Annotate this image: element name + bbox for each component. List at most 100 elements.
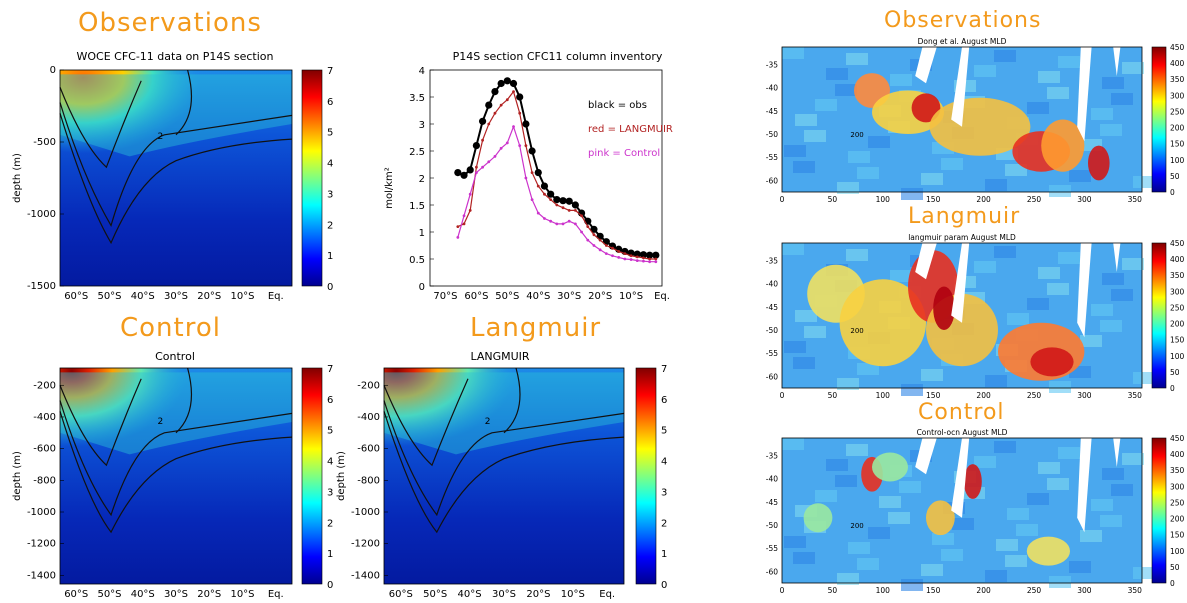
mld-colorbar-tick-label: 250 [1170, 107, 1185, 116]
mld-texture-patch [868, 527, 890, 539]
colorbar-tick-label: 5 [327, 426, 333, 437]
colorbar-tick-label: 2 [661, 518, 667, 529]
mld-texture-patch [1111, 484, 1133, 496]
mld-texture-patch [826, 459, 848, 471]
colorbar-tick-label: 0 [661, 580, 667, 591]
land-mask [1077, 438, 1092, 533]
colorbar [301, 367, 323, 585]
mld-x-tick-label: 250 [1027, 195, 1042, 204]
data-point-langmuir [642, 256, 645, 260]
mld-texture-patch [1102, 77, 1124, 89]
mld-colorbar-tick-label: 0 [1170, 384, 1175, 393]
heading-observations-right: Observations [884, 8, 1042, 33]
mld-colorbar-tick-label: 100 [1170, 156, 1185, 165]
mld-colorbar-tick-label: 450 [1170, 434, 1185, 443]
mld-colorbar-tick-label: 150 [1170, 531, 1185, 540]
mld-texture-patch [837, 378, 859, 390]
mld-texture-patch [846, 249, 868, 261]
mld-y-tick-label: -35 [766, 256, 778, 265]
data-point-obs [571, 201, 579, 209]
y-tick-label: -1200 [27, 539, 56, 550]
mld-texture-patch [985, 570, 1007, 582]
x-tick-label: 60°S [64, 589, 88, 600]
mld-axes-frame [781, 437, 1143, 584]
mld-x-tick-label: 200 [976, 586, 991, 595]
mld-x-tick-label: 100 [876, 586, 891, 595]
y-tick-label: -800 [33, 475, 56, 486]
mld-texture-patch [1069, 170, 1091, 182]
data-point-langmuir [512, 90, 515, 93]
contour-line [383, 411, 625, 534]
data-point-control [567, 219, 571, 223]
mld-texture-patch [899, 481, 921, 493]
y-tick-label: -200 [33, 380, 56, 391]
mld-texture-patch [793, 357, 815, 369]
land-mask [1113, 243, 1121, 272]
data-point-control [487, 160, 491, 164]
contour-line [59, 400, 293, 517]
mld-texture-patch [921, 369, 943, 381]
data-point-obs [491, 88, 499, 96]
data-point-langmuir [561, 206, 565, 210]
mld-x-tick-label: 150 [926, 586, 941, 595]
mld-texture-patch [1058, 447, 1080, 459]
inventory-title: P14S section CFC11 column inventory [452, 50, 663, 63]
mld-x-tick-label: 300 [1077, 195, 1092, 204]
inventory-y-tick-label: 2.5 [409, 147, 425, 158]
mld-colorbar-tick-label: 300 [1170, 482, 1185, 491]
data-point-langmuir [635, 255, 639, 259]
mld-texture-patch [1100, 515, 1122, 527]
data-point-langmuir [648, 257, 652, 261]
contour-line [59, 411, 293, 534]
mld-texture-patch [1111, 93, 1133, 105]
mld-texture-patch [848, 151, 870, 163]
mld-x-tick-label: 350 [1128, 586, 1143, 595]
inventory-y-tick-label: 0 [419, 282, 425, 293]
data-point-control [481, 165, 484, 169]
colorbar-tick-label: 2 [327, 220, 333, 231]
data-point-control [518, 144, 522, 148]
mld-texture-patch [835, 475, 857, 487]
inventory-y-tick-label: 1 [419, 228, 425, 239]
mld-texture-patch [826, 68, 848, 80]
colorbar-tick-label: 0 [327, 580, 333, 591]
mld-x-tick-label: 50 [828, 586, 838, 595]
control-section-plot: 2 -200 -400 -600 -800 -1000 -1200 -1400 60°S 50°S… [12, 364, 333, 600]
mld-high-region [926, 500, 955, 536]
x-tick-label: 30°S [164, 291, 188, 302]
mld-texture-patch [921, 564, 943, 576]
x-tick-label: 30°S [164, 589, 188, 600]
data-point-control [580, 230, 583, 234]
y-tick-label: -1500 [27, 281, 56, 292]
x-tick-label: 40°S [458, 589, 482, 600]
mld-colorbar-tick-label: 350 [1170, 466, 1185, 475]
land-mask [1113, 438, 1121, 467]
land-mask [1113, 47, 1121, 76]
contour-line [383, 378, 469, 467]
data-point-obs [478, 117, 487, 125]
data-point-langmuir [481, 138, 484, 142]
mld-high-region [1030, 347, 1074, 377]
mld-axes-frame [781, 46, 1143, 193]
mld-texture-patch [846, 444, 868, 456]
mld-texture-patch [1069, 561, 1091, 573]
data-point-langmuir [499, 103, 503, 107]
y-tick-label: -600 [33, 444, 56, 455]
mld-texture-patch [1027, 493, 1049, 505]
mld-texture-patch [815, 490, 837, 502]
data-point-obs [565, 197, 573, 205]
mld-texture-patch [996, 539, 1018, 551]
data-point-obs [646, 251, 654, 259]
mld-texture-patch [932, 533, 954, 545]
mld-high-region [872, 452, 908, 482]
mld-texture-patch [985, 375, 1007, 387]
data-point-obs [528, 147, 536, 155]
land-mask [1077, 47, 1092, 142]
data-point-obs [497, 79, 505, 88]
mld-texture-patch [1122, 453, 1144, 465]
y-tick-label: -1000 [27, 507, 56, 518]
mld-colorbar-tick-label: 350 [1170, 271, 1185, 280]
inventory-y-tick-label: 0.5 [409, 255, 425, 266]
mld-texture-patch [890, 270, 912, 282]
mld-x-tick-label: 50 [828, 195, 838, 204]
